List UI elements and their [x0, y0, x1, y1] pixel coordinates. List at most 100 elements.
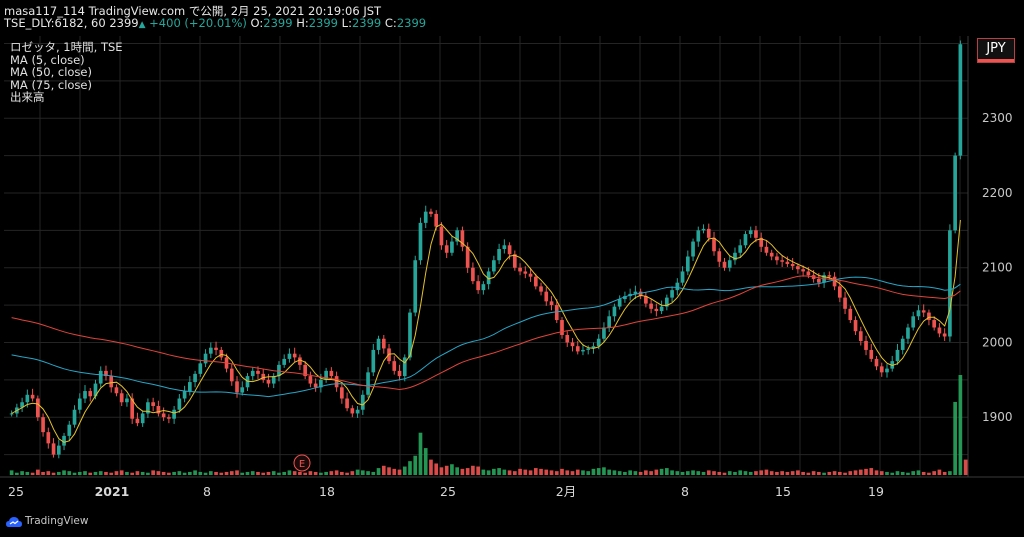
- volume-bar: [811, 471, 816, 475]
- volume-bar: [324, 471, 328, 475]
- volume-bar: [885, 471, 889, 475]
- volume-bar: [801, 471, 805, 475]
- volume-bar: [675, 471, 680, 475]
- candle-body: [832, 276, 837, 287]
- volume-bar: [906, 472, 910, 475]
- candle-body: [649, 303, 653, 309]
- volume-bar: [628, 470, 632, 475]
- volume-bar: [937, 469, 942, 475]
- candle-body: [874, 358, 879, 367]
- volume-bar: [581, 470, 585, 475]
- volume-bar: [963, 459, 968, 475]
- volume-bar: [408, 461, 412, 475]
- candle-body: [455, 230, 460, 242]
- candle-body: [617, 299, 622, 307]
- candle-body: [916, 310, 921, 317]
- candle-body: [544, 291, 549, 302]
- volume-bar: [654, 469, 659, 475]
- volume-bar: [41, 471, 45, 475]
- volume-bar: [119, 470, 124, 475]
- candle-body: [35, 398, 40, 418]
- currency-underline: [978, 59, 1014, 62]
- volume-bar: [895, 471, 900, 475]
- candle-body: [282, 358, 287, 365]
- candle-body: [953, 155, 957, 231]
- volume-bar: [948, 471, 952, 475]
- volume-bar: [507, 470, 512, 475]
- candle-body: [843, 297, 847, 309]
- legend-ma50[interactable]: MA (50, close): [10, 65, 92, 79]
- volume-bar: [680, 471, 685, 475]
- volume-bar: [665, 468, 669, 475]
- legend-ma75[interactable]: MA (75, close): [10, 77, 92, 92]
- candle-body: [256, 370, 260, 374]
- candle-body: [644, 296, 648, 304]
- candle-body: [381, 338, 386, 349]
- candle-body: [591, 346, 596, 349]
- volume-bars: [9, 375, 968, 475]
- publish-info: masa117_114 TradingView.com で公開, 2月 25, …: [4, 4, 382, 18]
- candle-body: [355, 409, 360, 414]
- volume-bar: [942, 471, 947, 475]
- volume-bar: [229, 471, 234, 475]
- candle-body: [518, 267, 522, 272]
- volume-bar: [366, 471, 370, 475]
- candle-body: [350, 408, 355, 414]
- volume-bar: [423, 448, 428, 475]
- candle-body: [402, 357, 407, 377]
- legend-volume[interactable]: 出来高: [10, 90, 45, 104]
- volume-bar: [271, 471, 276, 475]
- candle-body: [465, 246, 470, 268]
- candle-body: [434, 213, 439, 227]
- currency-badge[interactable]: JPY: [977, 38, 1015, 63]
- volume-bar: [512, 471, 517, 475]
- candle-body: [287, 353, 292, 359]
- candle-body: [172, 409, 176, 419]
- volume-bar: [282, 471, 287, 475]
- volume-bar: [827, 471, 832, 475]
- ma75-line: [11, 275, 961, 391]
- candle-body: [429, 211, 433, 214]
- candle-body: [848, 308, 853, 321]
- x-tick-label: 19: [868, 484, 884, 499]
- up-triangle-icon: ▲: [138, 20, 146, 30]
- volume-bar: [371, 471, 376, 475]
- volume-bar: [329, 471, 334, 475]
- volume-bar: [62, 470, 66, 475]
- volume-bar: [130, 472, 135, 475]
- volume-bar: [245, 471, 250, 475]
- volume-bar: [140, 471, 145, 475]
- symbol-last: TSE_DLY:6182, 60 2399: [4, 16, 139, 30]
- c-value: 2399: [396, 16, 427, 30]
- candle-body: [72, 409, 77, 425]
- candle-body: [125, 398, 129, 403]
- volume-bar: [565, 470, 570, 475]
- volume-bar: [670, 470, 674, 475]
- volume-bar: [528, 470, 533, 475]
- candle-body: [408, 312, 412, 358]
- legend-ma5[interactable]: MA (5, close): [10, 52, 85, 67]
- volume-bar: [25, 471, 30, 475]
- candle-body: [41, 417, 45, 433]
- legend-symbol[interactable]: ロゼッタ, 1時間, TSE: [10, 40, 123, 54]
- event-marker-circle: [293, 454, 311, 472]
- candle-body: [911, 316, 916, 328]
- volume-bar: [843, 472, 847, 475]
- volume-bar: [659, 468, 664, 475]
- volume-bar: [523, 469, 528, 475]
- volume-bar: [298, 471, 302, 475]
- candle-body: [324, 370, 328, 380]
- volume-bar: [560, 468, 564, 475]
- moving-averages: [11, 219, 961, 443]
- candle-body: [303, 364, 307, 377]
- x-tick-label: 2月: [556, 484, 576, 499]
- candle-body: [759, 237, 764, 247]
- candle-body: [51, 443, 56, 455]
- volume-bar: [167, 472, 171, 475]
- volume-bar: [858, 469, 863, 475]
- candle-body: [958, 44, 963, 156]
- volume-bar: [890, 472, 895, 475]
- candle-body: [864, 340, 868, 350]
- volume-bar: [544, 469, 549, 475]
